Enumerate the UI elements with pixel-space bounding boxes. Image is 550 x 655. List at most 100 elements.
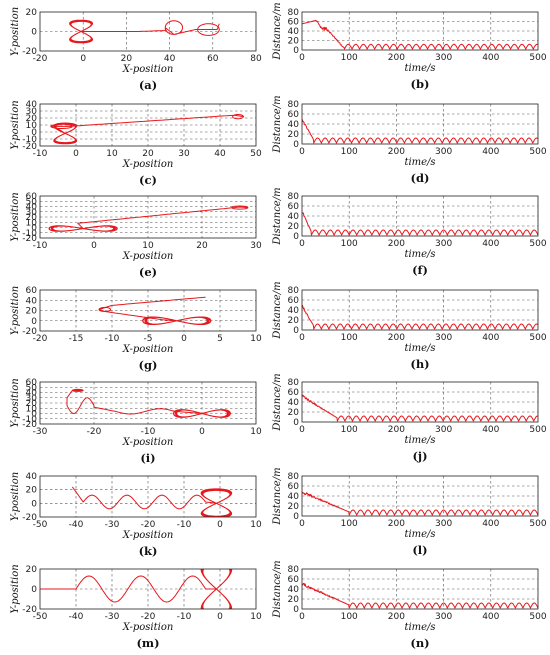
y-tick-label: -20 — [22, 513, 37, 523]
y-axis-label: Y-position — [10, 100, 21, 149]
y-tick-label: 0 — [31, 128, 37, 138]
y-tick-label: 20 — [288, 130, 300, 140]
x-tick-label: 200 — [388, 425, 405, 435]
x-tick-label: 300 — [435, 239, 452, 249]
y-tick-label: 0 — [293, 140, 299, 150]
y-axis-label: Distance/m — [272, 281, 283, 339]
y-tick-label: 0 — [293, 512, 299, 522]
subplot-i: -30 -20 -10 0 10-20-100102030405060X-positio… — [10, 378, 262, 465]
y-axis-label: Distance/m — [272, 373, 283, 431]
axes-frame — [301, 475, 539, 517]
x-tick-label: -30 — [33, 427, 48, 437]
y-tick-label: 30 — [26, 394, 38, 404]
panel-caption: (a) — [139, 78, 157, 92]
y-tick-label: 80 — [288, 565, 300, 575]
y-tick-label: 20 — [288, 316, 300, 326]
x-tick-label: 0 — [80, 54, 86, 64]
y-axis-label: Y-position — [10, 564, 21, 613]
y-tick-label: 0 — [31, 28, 37, 38]
x-tick-label: -15 — [69, 334, 84, 344]
x-tick-label: -20 — [33, 334, 48, 344]
y-tick-label: 0 — [31, 585, 37, 595]
x-tick-label: 10 — [106, 149, 118, 159]
x-tick-label: 10 — [142, 241, 154, 251]
x-tick-label: 300 — [435, 612, 452, 622]
subplot-h: 0 100 200 300 400 500020406080time/sDistance/… — [272, 281, 547, 371]
x-tick-label: 80 — [250, 54, 262, 64]
axes-frame — [39, 568, 257, 610]
x-tick-label: 0 — [299, 612, 305, 622]
x-tick-label: 0 — [73, 149, 79, 159]
x-tick-label: 100 — [341, 612, 358, 622]
panel-caption: (h) — [410, 357, 429, 371]
x-axis-label: X-position — [122, 344, 174, 355]
x-tick-label: -50 — [33, 520, 48, 530]
x-tick-label: 300 — [435, 425, 452, 435]
axes-frame — [301, 568, 539, 610]
y-tick-label: 0 — [31, 224, 37, 234]
y-tick-label: 40 — [26, 203, 38, 213]
x-tick-label: 400 — [482, 612, 499, 622]
x-tick-label: 30 — [178, 149, 190, 159]
x-tick-label: 50 — [250, 149, 262, 159]
y-tick-label: 80 — [288, 378, 300, 388]
panel-caption: (i) — [140, 451, 155, 465]
trajectory-line — [50, 114, 244, 145]
x-tick-label: 500 — [529, 239, 546, 249]
y-tick-label: -20 — [22, 142, 37, 152]
x-tick-label: 0 — [217, 612, 223, 622]
subplot-l: 0 100 200 300 400 500020406080time/sDistance/… — [272, 467, 547, 557]
panel-caption: (d) — [411, 171, 430, 185]
x-axis-label: X-position — [122, 622, 174, 633]
x-axis-label: time/s — [404, 529, 435, 540]
x-tick-label: 0 — [299, 53, 305, 63]
x-tick-label: 400 — [482, 147, 499, 157]
x-tick-label: 500 — [529, 425, 546, 435]
x-tick-label: 200 — [388, 333, 405, 343]
subplot-e: -10 0 10 20 30-20-100102030405060X-positionY… — [10, 192, 262, 279]
x-tick-label: 500 — [529, 53, 546, 63]
distance-line — [302, 394, 538, 422]
panel-caption: (l) — [412, 543, 427, 557]
y-tick-label: 60 — [288, 482, 300, 492]
x-tick-label: 500 — [529, 519, 546, 529]
x-tick-label: 10 — [250, 612, 262, 622]
x-axis-label: X-position — [122, 251, 174, 262]
subplot-b: 0 100 200 300 400 500020406080time/sDistance/… — [272, 2, 547, 91]
x-tick-label: 0 — [299, 239, 305, 249]
x-axis-label: X-position — [122, 159, 174, 170]
x-tick-label: 100 — [341, 53, 358, 63]
x-tick-label: -20 — [87, 427, 102, 437]
y-tick-label: 80 — [288, 100, 300, 110]
x-tick-label: 100 — [341, 147, 358, 157]
x-tick-label: 20 — [121, 54, 133, 64]
y-tick-label: 0 — [293, 46, 299, 56]
x-tick-label: 200 — [388, 239, 405, 249]
x-tick-label: -10 — [141, 427, 156, 437]
x-tick-label: 300 — [435, 519, 452, 529]
axes-frame — [39, 381, 257, 425]
x-tick-label: 100 — [341, 239, 358, 249]
x-tick-label: 0 — [299, 425, 305, 435]
x-tick-label: 0 — [91, 241, 97, 251]
distance-line — [302, 212, 538, 236]
axes-frame — [39, 289, 257, 332]
x-tick-label: -5 — [144, 334, 153, 344]
trajectory-line — [48, 205, 249, 232]
y-tick-label: -20 — [22, 327, 37, 337]
axes-frame — [301, 381, 539, 423]
axes-frame — [301, 103, 539, 145]
y-tick-label: 60 — [288, 575, 300, 585]
y-tick-label: 40 — [288, 398, 300, 408]
y-axis-label: Y-position — [10, 7, 21, 56]
x-tick-label: -30 — [105, 520, 120, 530]
y-tick-label: 40 — [26, 100, 38, 110]
y-tick-label: 20 — [288, 222, 300, 232]
trajectory-line — [69, 19, 220, 44]
y-tick-label: 10 — [26, 404, 38, 414]
y-tick-label: 10 — [26, 218, 38, 228]
x-axis-label: X-position — [122, 530, 174, 541]
y-tick-label: 60 — [26, 192, 38, 202]
y-tick-label: 0 — [293, 232, 299, 242]
x-axis-label: time/s — [404, 249, 435, 260]
